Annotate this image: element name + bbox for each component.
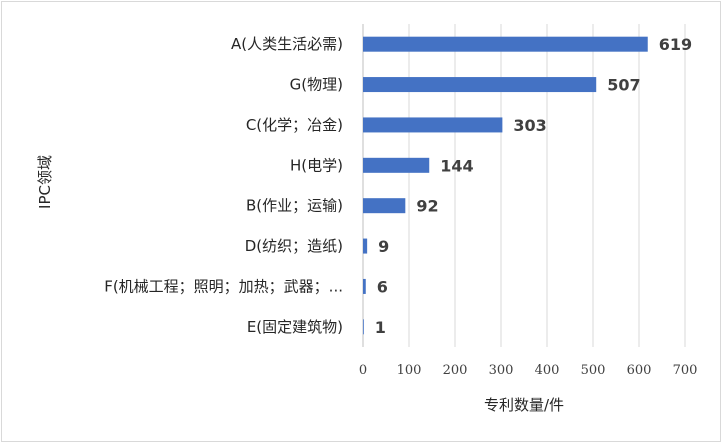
data-label: 9 [378,237,389,256]
x-tick-label: 400 [535,363,560,378]
bars [363,36,648,335]
x-tick-label: 200 [443,363,468,378]
gridlines [362,24,686,347]
x-tick-label: 100 [397,363,422,378]
data-label: 303 [513,116,546,135]
x-tick-label: 700 [673,363,698,378]
x-tick-label: 600 [627,363,652,378]
x-tick-label: 0 [359,363,367,378]
bar [363,278,366,294]
bar [363,36,648,52]
category-label: E(固定建筑物) [247,318,343,336]
data-label: 92 [416,197,438,216]
data-label: 1 [375,318,386,337]
bar [363,198,406,214]
data-label: 619 [659,35,692,54]
category-label: H(电学) [290,156,343,174]
bar [363,117,503,133]
category-label: G(物理) [290,76,343,94]
category-label: D(纺织；造纸) [245,237,343,255]
bar [363,238,368,254]
data-label: 6 [377,277,388,296]
bar [363,157,430,173]
bar [363,77,597,93]
x-tick-label: 300 [489,363,514,378]
x-axis-title: 专利数量/件 [484,396,564,414]
category-label: A(人类生活必需) [231,35,343,53]
category-label: B(作业；运输) [246,197,343,215]
bar [363,319,364,335]
data-label: 144 [440,156,473,175]
x-tick-label: 500 [581,363,606,378]
category-label: F(机械工程；照明；加热；武器；... [104,277,343,295]
data-label: 507 [607,76,640,95]
category-label: C(化学；冶金) [246,116,343,134]
y-axis-title: IPC领域 [36,155,54,209]
